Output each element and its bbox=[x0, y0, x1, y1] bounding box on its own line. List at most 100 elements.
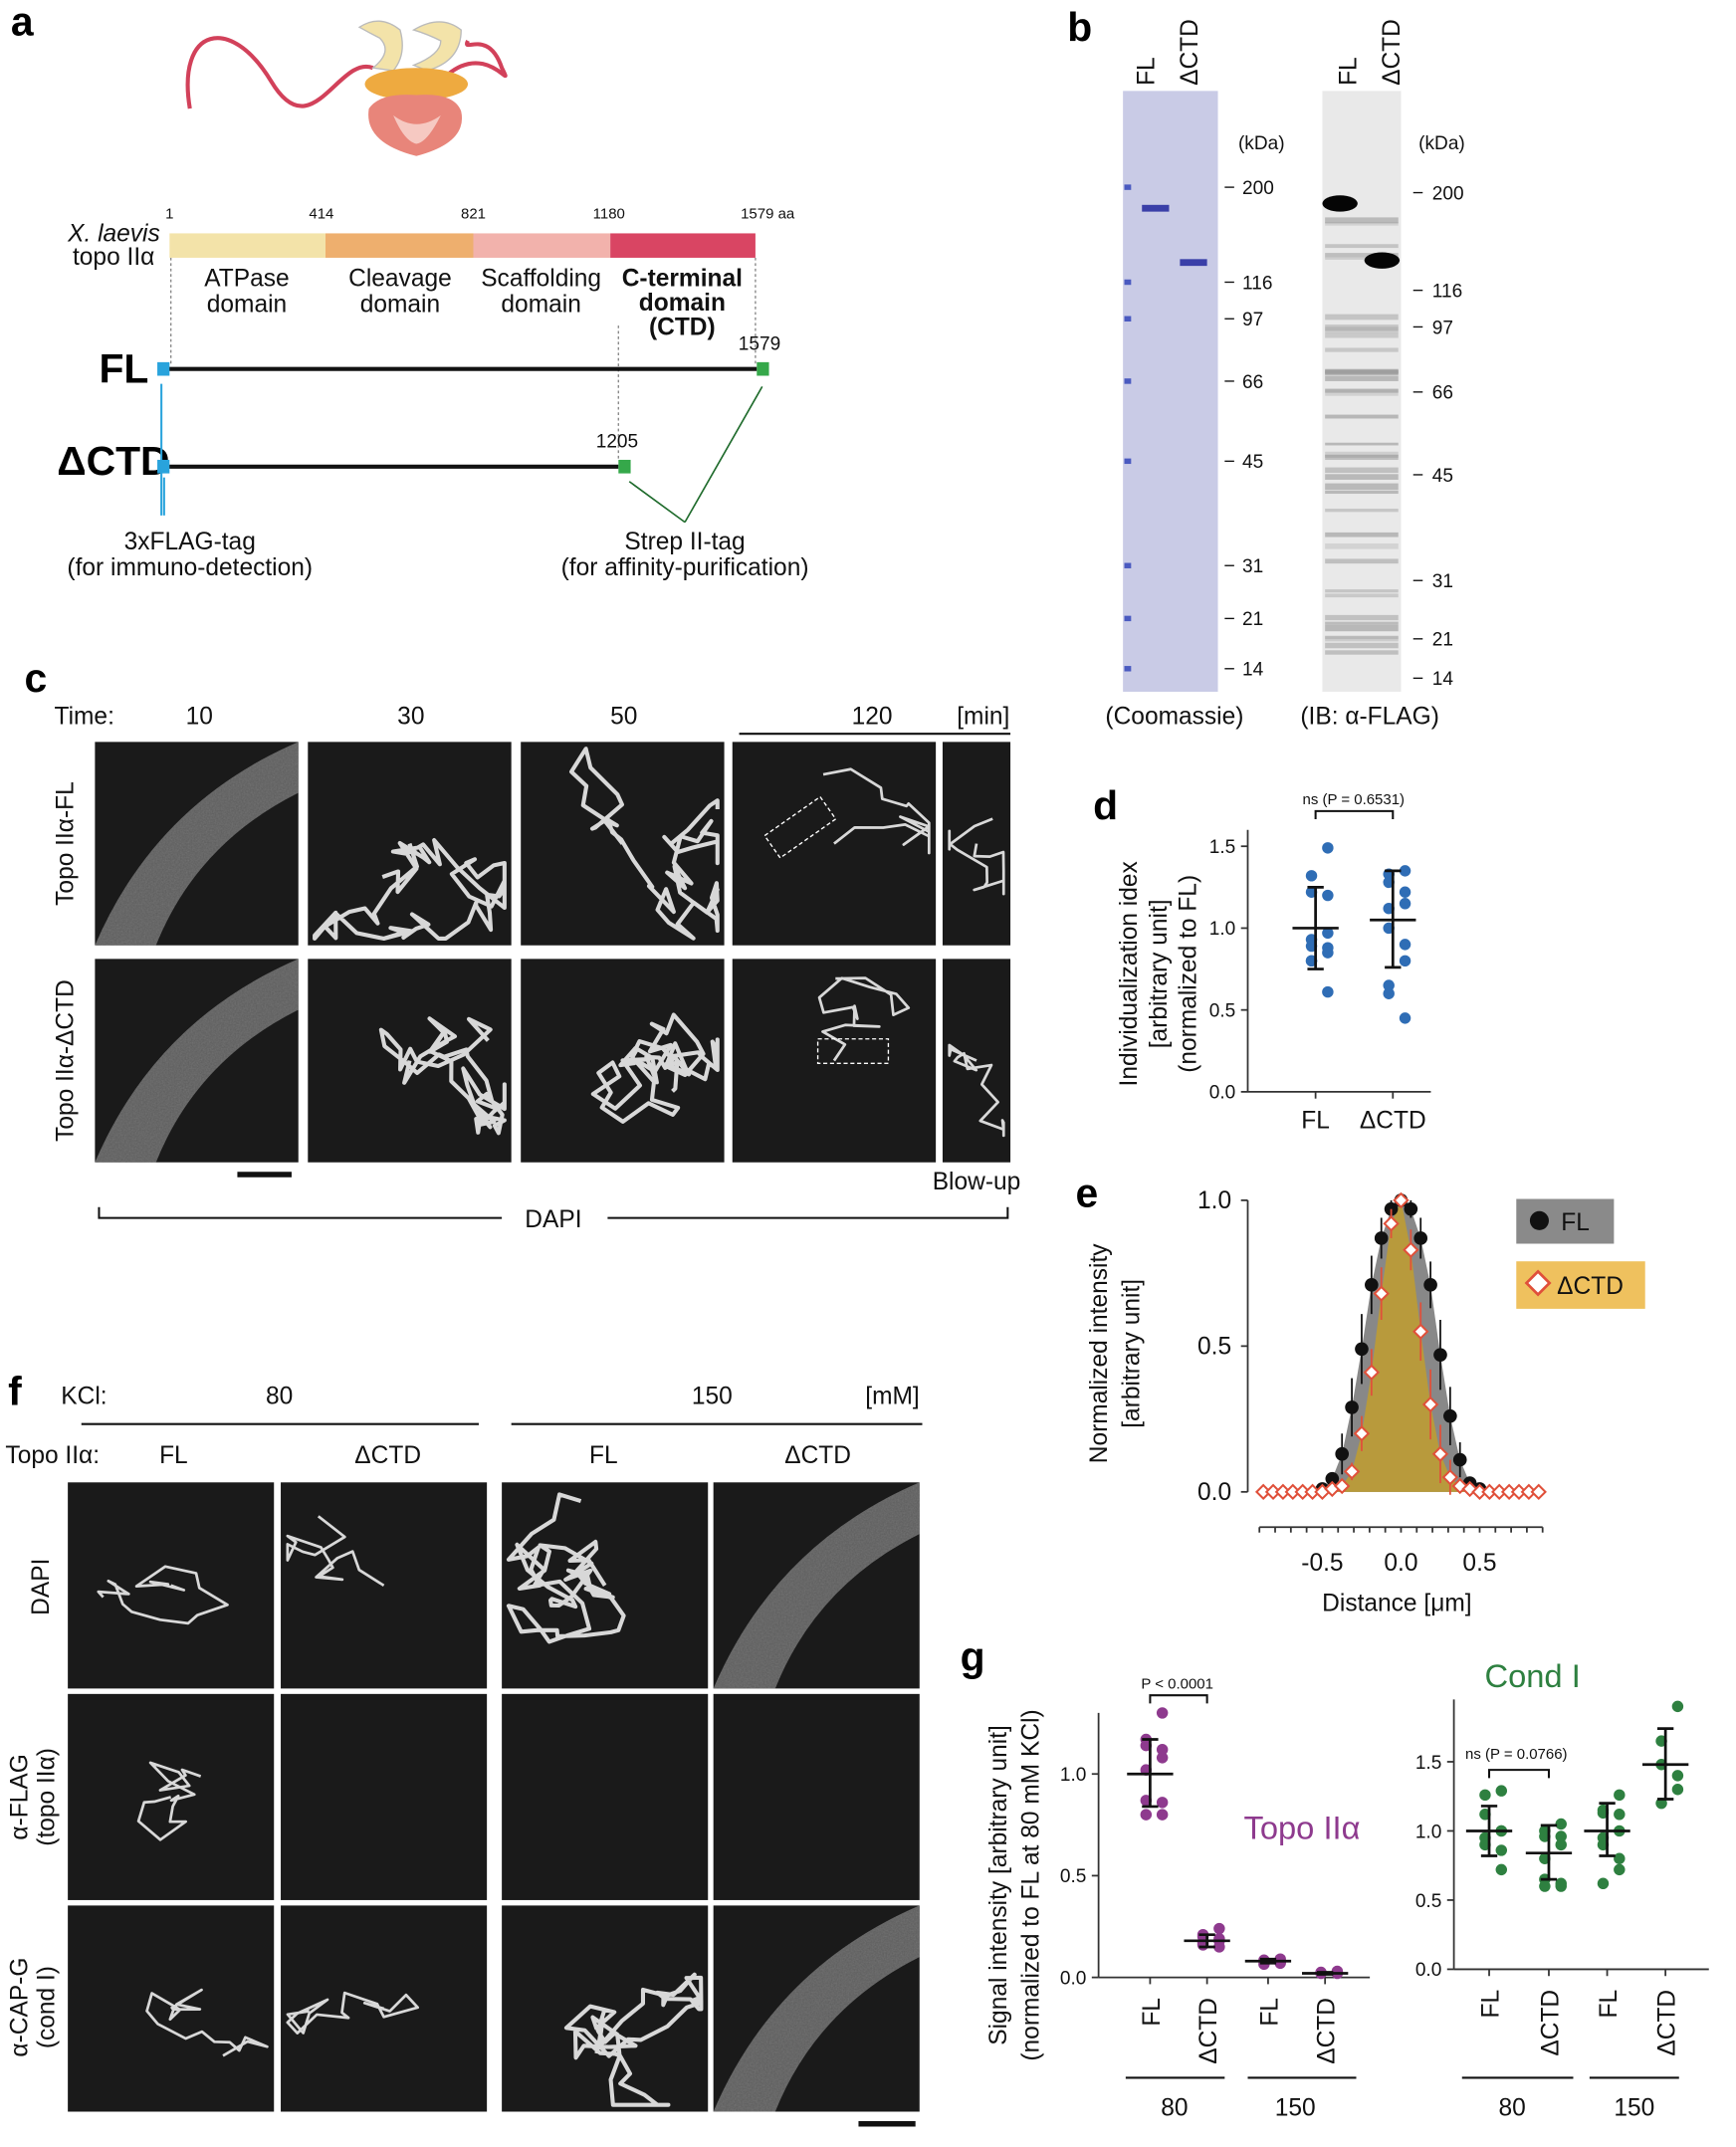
flag-tag-purpose: (for immuno-detection) bbox=[67, 554, 313, 581]
micrograph-background bbox=[281, 1693, 488, 1900]
micrograph-grid-c bbox=[95, 742, 1011, 1163]
y-tick-label: 0.5 bbox=[1197, 1334, 1231, 1361]
g-chart-cond: 0.0 0.5 1.0 1.5 FL ΔCTD FL ΔCTD 80 150 bbox=[1415, 1699, 1709, 2122]
data-point-dctd bbox=[1334, 1477, 1351, 1495]
strep-tag-purpose: (for affinity-purification) bbox=[561, 554, 809, 581]
panel-e: e Normalized intensity [arbitrary unit] … bbox=[1075, 1171, 1645, 1617]
blot-band bbox=[1325, 543, 1399, 549]
time-label: Time: bbox=[55, 704, 114, 731]
chromosome-strand bbox=[563, 1972, 704, 2107]
blowup-box bbox=[763, 795, 837, 859]
y-tick-label: 1.5 bbox=[1415, 1753, 1442, 1774]
chromatin-mass bbox=[713, 1905, 920, 2112]
y-tick-label: 1.0 bbox=[1209, 919, 1236, 940]
position-1180: 1180 bbox=[593, 205, 625, 222]
domain-ctd-line3: (CTD) bbox=[649, 315, 716, 341]
legend-dctd-marker bbox=[1524, 1269, 1552, 1297]
blot-band bbox=[1325, 217, 1399, 224]
g-stat-cond: ns (P = 0.0766) bbox=[1465, 1746, 1568, 1763]
x-tick-label: FL bbox=[1256, 1998, 1283, 2027]
marker-band bbox=[1124, 666, 1132, 672]
legend-fl-label: FL bbox=[1561, 1209, 1590, 1236]
data-point-fl bbox=[1345, 1400, 1359, 1414]
stat-bracket bbox=[1488, 1769, 1550, 1779]
x-tick-label: ΔCTD bbox=[1314, 1998, 1341, 2064]
data-point bbox=[1614, 1852, 1626, 1864]
blowup-label: Blow-up bbox=[933, 1169, 1021, 1195]
x-tick-label: 0.0 bbox=[1384, 1550, 1417, 1577]
data-point bbox=[1274, 1957, 1286, 1970]
chromosome-strand bbox=[590, 1012, 720, 1124]
data-point-fl bbox=[1374, 1231, 1389, 1245]
micrograph bbox=[308, 959, 512, 1163]
micrograph-background bbox=[281, 1482, 488, 1689]
data-point bbox=[1399, 939, 1411, 951]
row-dapi: DAPI bbox=[28, 1559, 55, 1615]
blot-band bbox=[1325, 442, 1399, 446]
y-tick-label: 0.0 bbox=[1209, 1083, 1236, 1104]
data-point-dctd bbox=[1304, 1483, 1321, 1501]
marker-band bbox=[1124, 184, 1132, 190]
blot-band bbox=[1325, 483, 1399, 491]
position-821: 821 bbox=[461, 205, 486, 222]
micrograph bbox=[281, 1693, 488, 1900]
e-ylabel-2: [arbitrary unit] bbox=[1119, 1279, 1146, 1428]
kcl-150: 150 bbox=[692, 1383, 733, 1409]
x-tick-label: ΔCTD bbox=[1654, 1990, 1681, 2056]
micrograph bbox=[732, 959, 937, 1163]
micrograph bbox=[281, 1905, 488, 2112]
micrograph bbox=[521, 742, 725, 946]
data-point bbox=[1156, 1743, 1169, 1756]
micrograph bbox=[95, 742, 299, 946]
blot-band bbox=[1325, 490, 1399, 495]
data-point bbox=[1495, 1785, 1508, 1797]
blot-band bbox=[1325, 414, 1399, 419]
data-point-dctd bbox=[1403, 1241, 1419, 1258]
blot-band bbox=[1325, 451, 1399, 457]
row-label-dctd: Topo IIα-ΔCTD bbox=[53, 979, 80, 1142]
panel-a: a X. laevis topo IIα 1 414 821 1180 1579… bbox=[11, 0, 809, 581]
data-point-fl bbox=[1443, 1408, 1457, 1423]
data-point bbox=[1671, 1784, 1684, 1796]
panel-label-e: e bbox=[1075, 1171, 1098, 1216]
e-chart: 0.0 0.5 1.0 -0.5 0.0 0.5 bbox=[1197, 1187, 1547, 1577]
marker-label: 97 bbox=[1432, 318, 1453, 338]
data-point-dctd bbox=[1520, 1483, 1538, 1501]
domain-ctd-line2: domain bbox=[639, 290, 726, 317]
topo-label: Topo IIα: bbox=[5, 1442, 100, 1469]
y-tick-label: 0.0 bbox=[1060, 1968, 1087, 1989]
d-ylabel-2: [arbitrary unit] bbox=[1146, 899, 1173, 1048]
lane-dctd-coomassie: ΔCTD bbox=[1177, 19, 1203, 86]
blot-band bbox=[1325, 636, 1399, 640]
topo-cartoon-icon bbox=[185, 20, 508, 156]
dctd-band bbox=[1180, 259, 1207, 267]
x-tick-label: -0.5 bbox=[1301, 1550, 1343, 1577]
marker-label: 45 bbox=[1242, 452, 1263, 473]
d-ylabel-1: Individualization idex bbox=[1116, 861, 1143, 1086]
marker-label: 116 bbox=[1432, 281, 1462, 302]
row-label-fl: Topo IIα-FL bbox=[53, 781, 80, 906]
chromosome-strand bbox=[568, 747, 720, 941]
blot-band bbox=[1325, 388, 1399, 393]
data-point bbox=[1597, 1877, 1610, 1889]
blot-band bbox=[1325, 375, 1399, 381]
data-point-dctd bbox=[1254, 1483, 1272, 1501]
chromosome-strand bbox=[136, 1761, 202, 1841]
data-point-dctd bbox=[1412, 1323, 1429, 1340]
col-fl-80: FL bbox=[159, 1442, 188, 1469]
data-point bbox=[1671, 1700, 1684, 1713]
marker-band bbox=[1124, 316, 1132, 322]
construct-fl-end: 1579 bbox=[739, 334, 780, 355]
blot-band bbox=[1325, 253, 1399, 260]
flag-tag-fl bbox=[157, 361, 170, 376]
y-tick-label: 0.5 bbox=[1209, 1000, 1236, 1021]
blot-band bbox=[1325, 314, 1399, 321]
data-point-fl bbox=[1433, 1348, 1447, 1362]
data-point-dctd bbox=[1431, 1445, 1449, 1462]
data-point bbox=[1479, 1789, 1491, 1802]
kcl-unit: [mM] bbox=[865, 1383, 919, 1409]
chromosome-strand bbox=[822, 767, 931, 855]
data-point-fl bbox=[1335, 1446, 1350, 1461]
micrograph bbox=[521, 959, 725, 1163]
domain-scaffolding-line1: Scaffolding bbox=[481, 266, 601, 293]
